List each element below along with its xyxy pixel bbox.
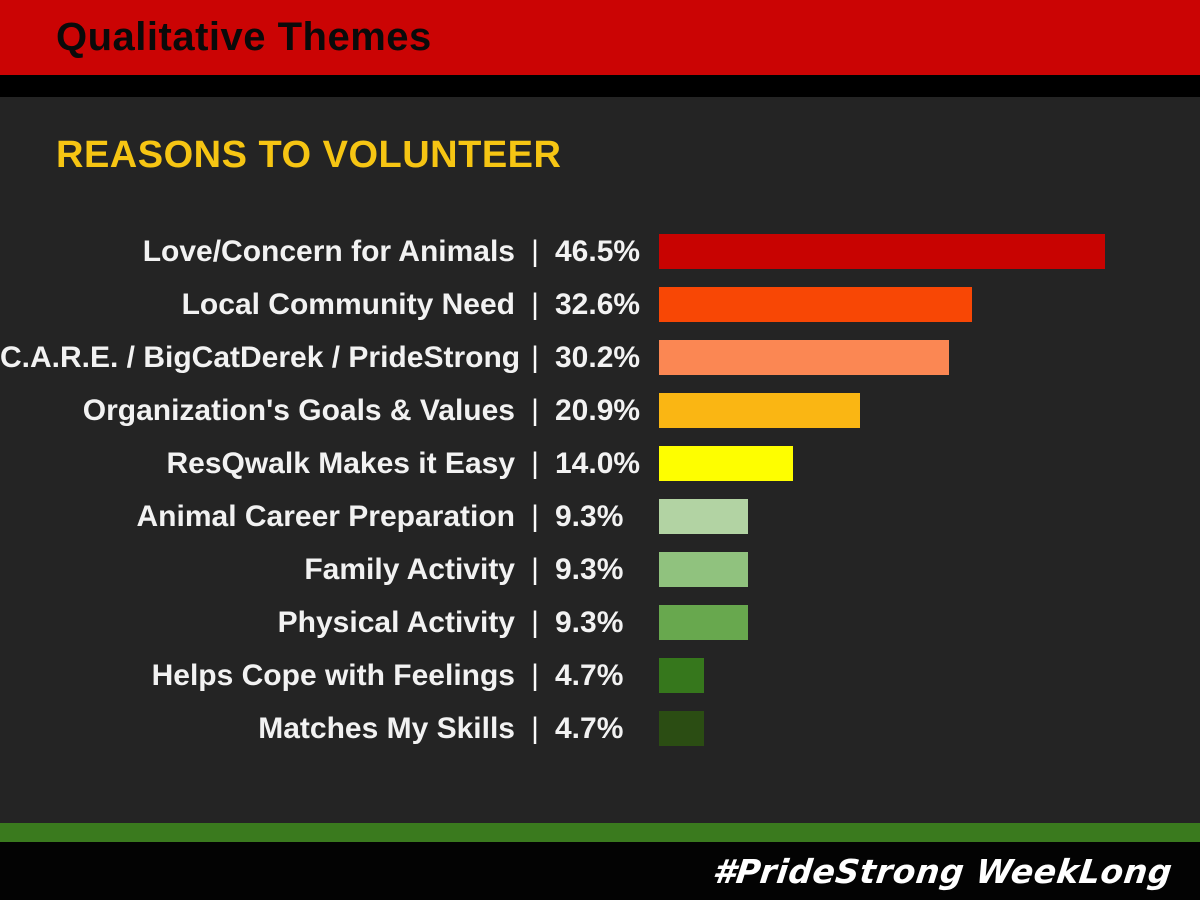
hashtag-text: #PrideStrong WeekLong: [710, 851, 1175, 891]
bar-value-label: 30.2%: [555, 340, 641, 374]
chart-panel: REASONS TO VOLUNTEER Love/Concern for An…: [0, 97, 1200, 823]
label-value-separator: |: [531, 393, 539, 427]
bar-category-label: Animal Career Preparation: [136, 499, 515, 533]
bar: [659, 658, 705, 693]
bar: [659, 340, 949, 375]
bar-category-label: Helps Cope with Feelings: [151, 658, 515, 692]
bar-chart: Love/Concern for Animals | 46.5% Local Comm…: [0, 225, 1200, 755]
bar-category-label: ResQwalk Makes it Easy: [166, 446, 515, 480]
bar-value-label: 9.3%: [555, 605, 624, 639]
label-value-separator: |: [531, 446, 539, 480]
bar-category-label: C.A.R.E. / BigCatDerek / PrideStrong: [0, 340, 521, 374]
bar: [659, 393, 860, 428]
bar-value-label: 9.3%: [555, 499, 624, 533]
chart-row: Organization's Goals & Values | 20.9%: [0, 384, 1200, 437]
chart-row: Family Activity | 9.3%: [0, 543, 1200, 596]
bar: [659, 446, 794, 481]
banner-divider: [0, 75, 1200, 97]
bar-value-label: 14.0%: [555, 446, 641, 480]
bar-value-label: 4.7%: [555, 711, 624, 745]
chart-row: C.A.R.E. / BigCatDerek / PrideStrong | 30.…: [0, 331, 1200, 384]
bar-value-label: 9.3%: [555, 552, 624, 586]
label-value-separator: |: [531, 711, 539, 745]
title-banner: Qualitative Themes: [0, 0, 1200, 75]
bar-category-label: Love/Concern for Animals: [142, 234, 515, 268]
bar: [659, 605, 749, 640]
chart-row: Matches My Skills | 4.7%: [0, 702, 1200, 755]
bar-category-label: Local Community Need: [181, 287, 515, 321]
chart-row: Love/Concern for Animals | 46.5%: [0, 225, 1200, 278]
bar-value-label: 32.6%: [555, 287, 641, 321]
label-value-separator: |: [531, 658, 539, 692]
label-value-separator: |: [531, 234, 539, 268]
label-value-separator: |: [531, 340, 539, 374]
chart-row: Helps Cope with Feelings | 4.7%: [0, 649, 1200, 702]
bar-category-label: Organization's Goals & Values: [82, 393, 515, 427]
bar-value-label: 4.7%: [555, 658, 624, 692]
chart-row: Animal Career Preparation | 9.3%: [0, 490, 1200, 543]
label-value-separator: |: [531, 605, 539, 639]
bar-value-label: 20.9%: [555, 393, 641, 427]
footer: #PrideStrong WeekLong: [0, 842, 1200, 900]
bar: [659, 499, 749, 534]
bar-value-label: 46.5%: [555, 234, 641, 268]
bar: [659, 552, 749, 587]
chart-row: ResQwalk Makes it Easy | 14.0%: [0, 437, 1200, 490]
chart-row: Physical Activity | 9.3%: [0, 596, 1200, 649]
bar: [659, 234, 1106, 269]
bar-category-label: Family Activity: [304, 552, 515, 586]
label-value-separator: |: [531, 499, 539, 533]
bar: [659, 711, 705, 746]
chart-row: Local Community Need | 32.6%: [0, 278, 1200, 331]
label-value-separator: |: [531, 287, 539, 321]
bar: [659, 287, 972, 322]
bar-category-label: Physical Activity: [277, 605, 515, 639]
footer-stripe: [0, 823, 1200, 842]
label-value-separator: |: [531, 552, 539, 586]
bar-category-label: Matches My Skills: [258, 711, 515, 745]
page-title: Qualitative Themes: [56, 15, 432, 59]
chart-title: REASONS TO VOLUNTEER: [56, 134, 562, 176]
